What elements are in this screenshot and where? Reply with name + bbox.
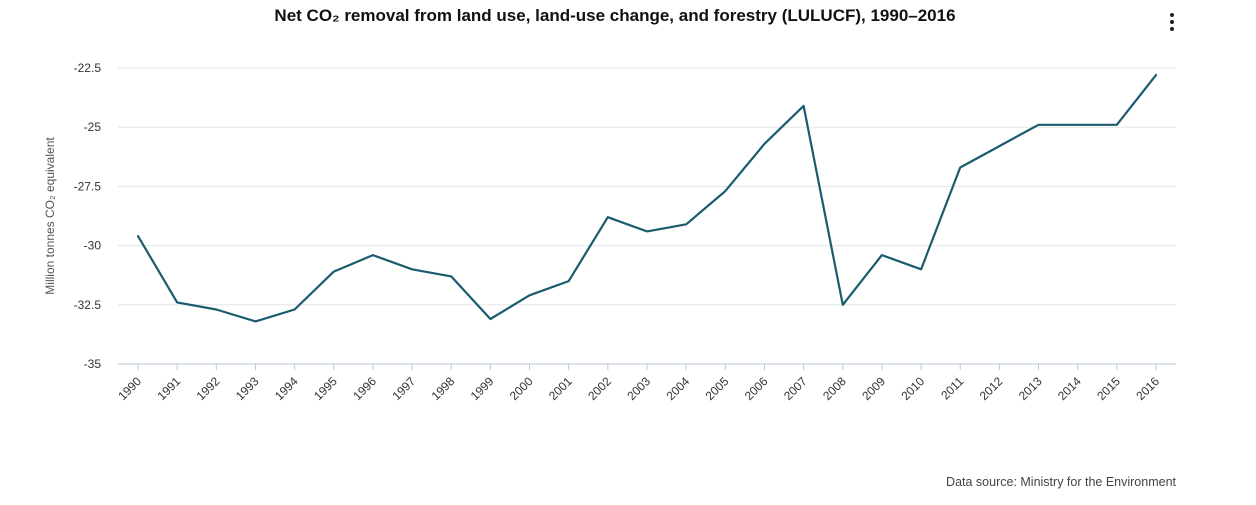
y-tick-label: -27.5: [74, 179, 102, 193]
data-point[interactable]: [878, 251, 886, 259]
data-point[interactable]: [173, 298, 181, 306]
x-tick-label: 1999: [468, 374, 497, 403]
x-tick-label: 2002: [585, 374, 614, 403]
x-tick-label: 2007: [781, 374, 810, 403]
gridlines: [118, 67, 1176, 306]
series-line[interactable]: [136, 73, 1158, 323]
x-tick-label: 1990: [115, 374, 144, 403]
line-chart: -22.5 -25 -27.5 -30 -32.5 -35 Million tonnes C…: [43, 61, 1176, 403]
series: [134, 71, 1160, 325]
menu-dot: [1170, 27, 1174, 31]
data-point[interactable]: [212, 306, 220, 314]
y-tick-label: -22.5: [74, 61, 102, 75]
x-tick-label: 2000: [507, 374, 536, 403]
menu-dot: [1170, 13, 1174, 17]
y-tick-label: -25: [84, 120, 102, 134]
data-point[interactable]: [291, 306, 299, 314]
x-tick-label: 2013: [1016, 374, 1045, 403]
x-tick-label: 1998: [429, 374, 458, 403]
data-point[interactable]: [447, 272, 455, 280]
data-point[interactable]: [330, 268, 338, 276]
data-point[interactable]: [526, 291, 534, 299]
chart-title: Net CO₂ removal from land use, land-use …: [274, 6, 956, 25]
data-point[interactable]: [369, 251, 377, 259]
data-point[interactable]: [643, 227, 651, 235]
data-point[interactable]: [604, 213, 612, 221]
y-tick-label: -32.5: [74, 298, 102, 312]
x-tick-label: 2001: [546, 374, 575, 403]
data-point[interactable]: [839, 301, 847, 309]
data-point[interactable]: [408, 265, 416, 273]
x-tick-label: 2008: [820, 374, 849, 403]
y-tick-label: -35: [84, 357, 102, 371]
x-tick-label: 2012: [977, 374, 1006, 403]
x-tick-label: 2010: [898, 374, 927, 403]
x-tick-label: 1991: [154, 374, 183, 403]
data-point[interactable]: [800, 102, 808, 110]
x-tick-label: 1995: [311, 374, 340, 403]
more-vertical-icon[interactable]: [1162, 10, 1182, 34]
data-point[interactable]: [486, 315, 494, 323]
x-tick-label: 2006: [742, 374, 771, 403]
labels: -22.5 -25 -27.5 -30 -32.5 -35 Million tonnes C…: [43, 61, 1162, 403]
x-tick-label: 1994: [272, 374, 301, 403]
menu-dot: [1170, 20, 1174, 24]
x-tick-label: 2015: [1094, 374, 1123, 403]
x-tick-label: 2004: [663, 374, 692, 403]
data-point[interactable]: [565, 277, 573, 285]
x-tick-label: 1996: [350, 374, 379, 403]
data-point[interactable]: [721, 187, 729, 195]
data-point[interactable]: [760, 140, 768, 148]
data-point[interactable]: [995, 142, 1003, 150]
data-point[interactable]: [1074, 121, 1082, 129]
data-source: Data source: Ministry for the Environmen…: [946, 475, 1176, 489]
data-point[interactable]: [134, 232, 142, 240]
data-point[interactable]: [956, 163, 964, 171]
y-tick-label: -30: [84, 239, 102, 253]
data-point[interactable]: [1152, 71, 1160, 79]
x-tick-label: 2011: [938, 374, 966, 402]
x-tick-label: 2005: [703, 374, 732, 403]
x-tick-label: 2009: [859, 374, 888, 403]
x-tick-label: 1997: [389, 374, 418, 403]
data-point[interactable]: [251, 317, 259, 325]
x-tick-label: 2016: [1133, 374, 1162, 403]
data-point[interactable]: [1113, 121, 1121, 129]
x-tick-label: 1992: [194, 374, 223, 403]
x-tick-label: 2014: [1055, 374, 1084, 403]
data-point[interactable]: [1035, 121, 1043, 129]
axes: [118, 363, 1176, 370]
x-tick-label: 1993: [233, 374, 262, 403]
y-axis-title: Million tonnes CO₂ equivalent: [43, 137, 57, 295]
data-point[interactable]: [917, 265, 925, 273]
data-point[interactable]: [682, 220, 690, 228]
x-tick-label: 2003: [624, 374, 653, 403]
